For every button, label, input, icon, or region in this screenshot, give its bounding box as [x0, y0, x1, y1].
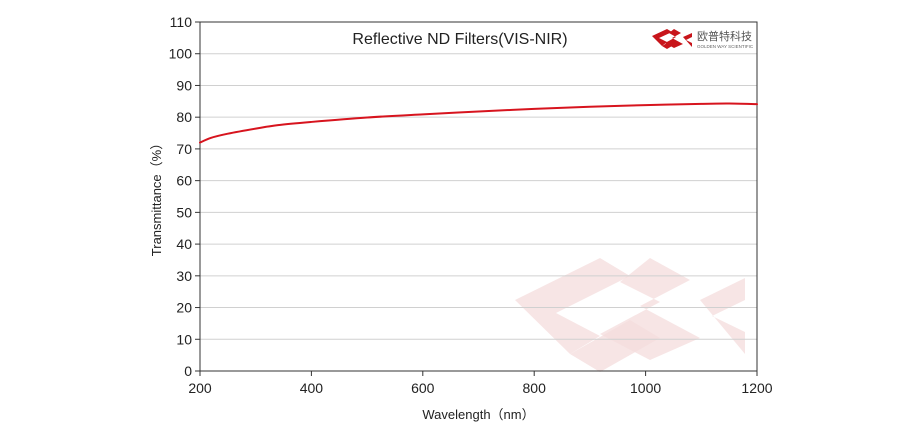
logo-mark-shape-3: [683, 33, 692, 47]
y-tick-label: 70: [176, 141, 192, 157]
y-tick-label: 50: [176, 204, 192, 220]
y-tick-label: 90: [176, 77, 192, 93]
logo-text-cn: 欧普特科技: [697, 29, 752, 43]
watermark-shape-2: [600, 258, 700, 360]
y-tick-label: 60: [176, 173, 192, 189]
y-axis-title: Transmittance（%）: [149, 137, 164, 256]
golden-way-logo: 欧普特科技 GOLDEN WAY SCIENTIFIC: [652, 29, 754, 49]
logo-mark-icon: [652, 29, 692, 49]
chart-title: Reflective ND Filters(VIS-NIR): [352, 31, 567, 48]
y-tick-label: 100: [169, 46, 193, 62]
logo-mark-shape-2: [665, 29, 683, 48]
x-tick-label: 1200: [741, 380, 772, 396]
y-tick-label: 0: [184, 363, 192, 379]
y-tick-label: 30: [176, 268, 192, 284]
y-tick-label: 80: [176, 109, 192, 125]
watermark-shape-0: [515, 258, 630, 354]
y-tick-label: 110: [170, 14, 193, 30]
y-axis: 0 10 20 30 40 50 60 70 80 90 100 110: [169, 14, 200, 379]
y-tick-label: 20: [176, 300, 192, 316]
x-tick-label: 1000: [630, 380, 661, 396]
logo-mark-shape-0: [652, 29, 672, 46]
watermark-logo: [515, 258, 745, 372]
x-axis: 200 400 600 800 1000 1200: [188, 371, 773, 396]
x-axis-title: Wavelength（nm）: [422, 407, 534, 422]
series-layer: [199, 102, 758, 144]
x-tick-label: 400: [300, 380, 324, 396]
x-tick-label: 600: [411, 380, 435, 396]
x-tick-label: 800: [523, 380, 547, 396]
plot-frame: [199, 21, 758, 372]
grid-lines: [200, 53, 757, 340]
watermark-shape-3: [700, 278, 745, 354]
logo-text-en: GOLDEN WAY SCIENTIFIC: [697, 44, 754, 49]
y-tick-label: 40: [176, 236, 192, 252]
x-tick-label: 200: [188, 380, 212, 396]
y-tick-label: 10: [176, 331, 192, 347]
series-line-0: [199, 102, 758, 144]
